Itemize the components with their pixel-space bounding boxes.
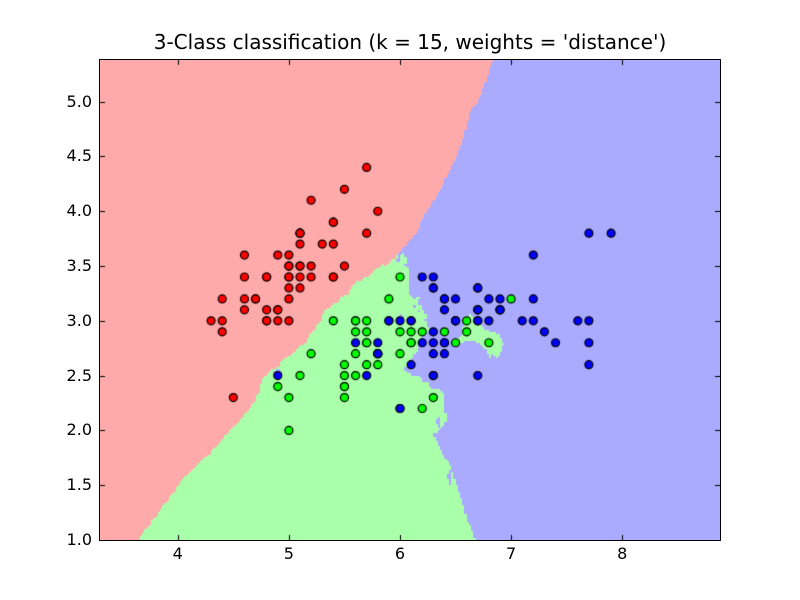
x-tick-label: 5 — [283, 544, 294, 563]
x-tick-label: 7 — [506, 544, 517, 563]
y-tick-label: 4.0 — [66, 201, 92, 221]
chart-title: 3-Class classification (k = 15, weights … — [153, 30, 667, 54]
y-tick-label: 5.0 — [66, 91, 92, 111]
plot-canvas — [100, 60, 720, 540]
y-tick-label: 4.5 — [66, 146, 92, 166]
x-tick-label: 6 — [394, 544, 406, 563]
y-tick-label: 3.0 — [66, 310, 92, 330]
y-tick-label: 2.5 — [66, 365, 92, 385]
y-tick-label: 1.0 — [66, 530, 92, 549]
axes-area — [99, 59, 721, 541]
y-tick-label: 3.5 — [66, 256, 92, 276]
y-tick-labels: 1.0 1.5 2.0 2.5 3.0 3.5 4.0 4.5 5.0 — [0, 0, 92, 600]
y-tick-label: 2.0 — [66, 420, 92, 440]
y-tick-label: 1.5 — [66, 475, 92, 495]
x-tick-labels: 4 5 6 7 8 — [100, 544, 720, 564]
x-tick-label: 8 — [617, 544, 628, 563]
x-tick-label: 4 — [172, 544, 183, 563]
